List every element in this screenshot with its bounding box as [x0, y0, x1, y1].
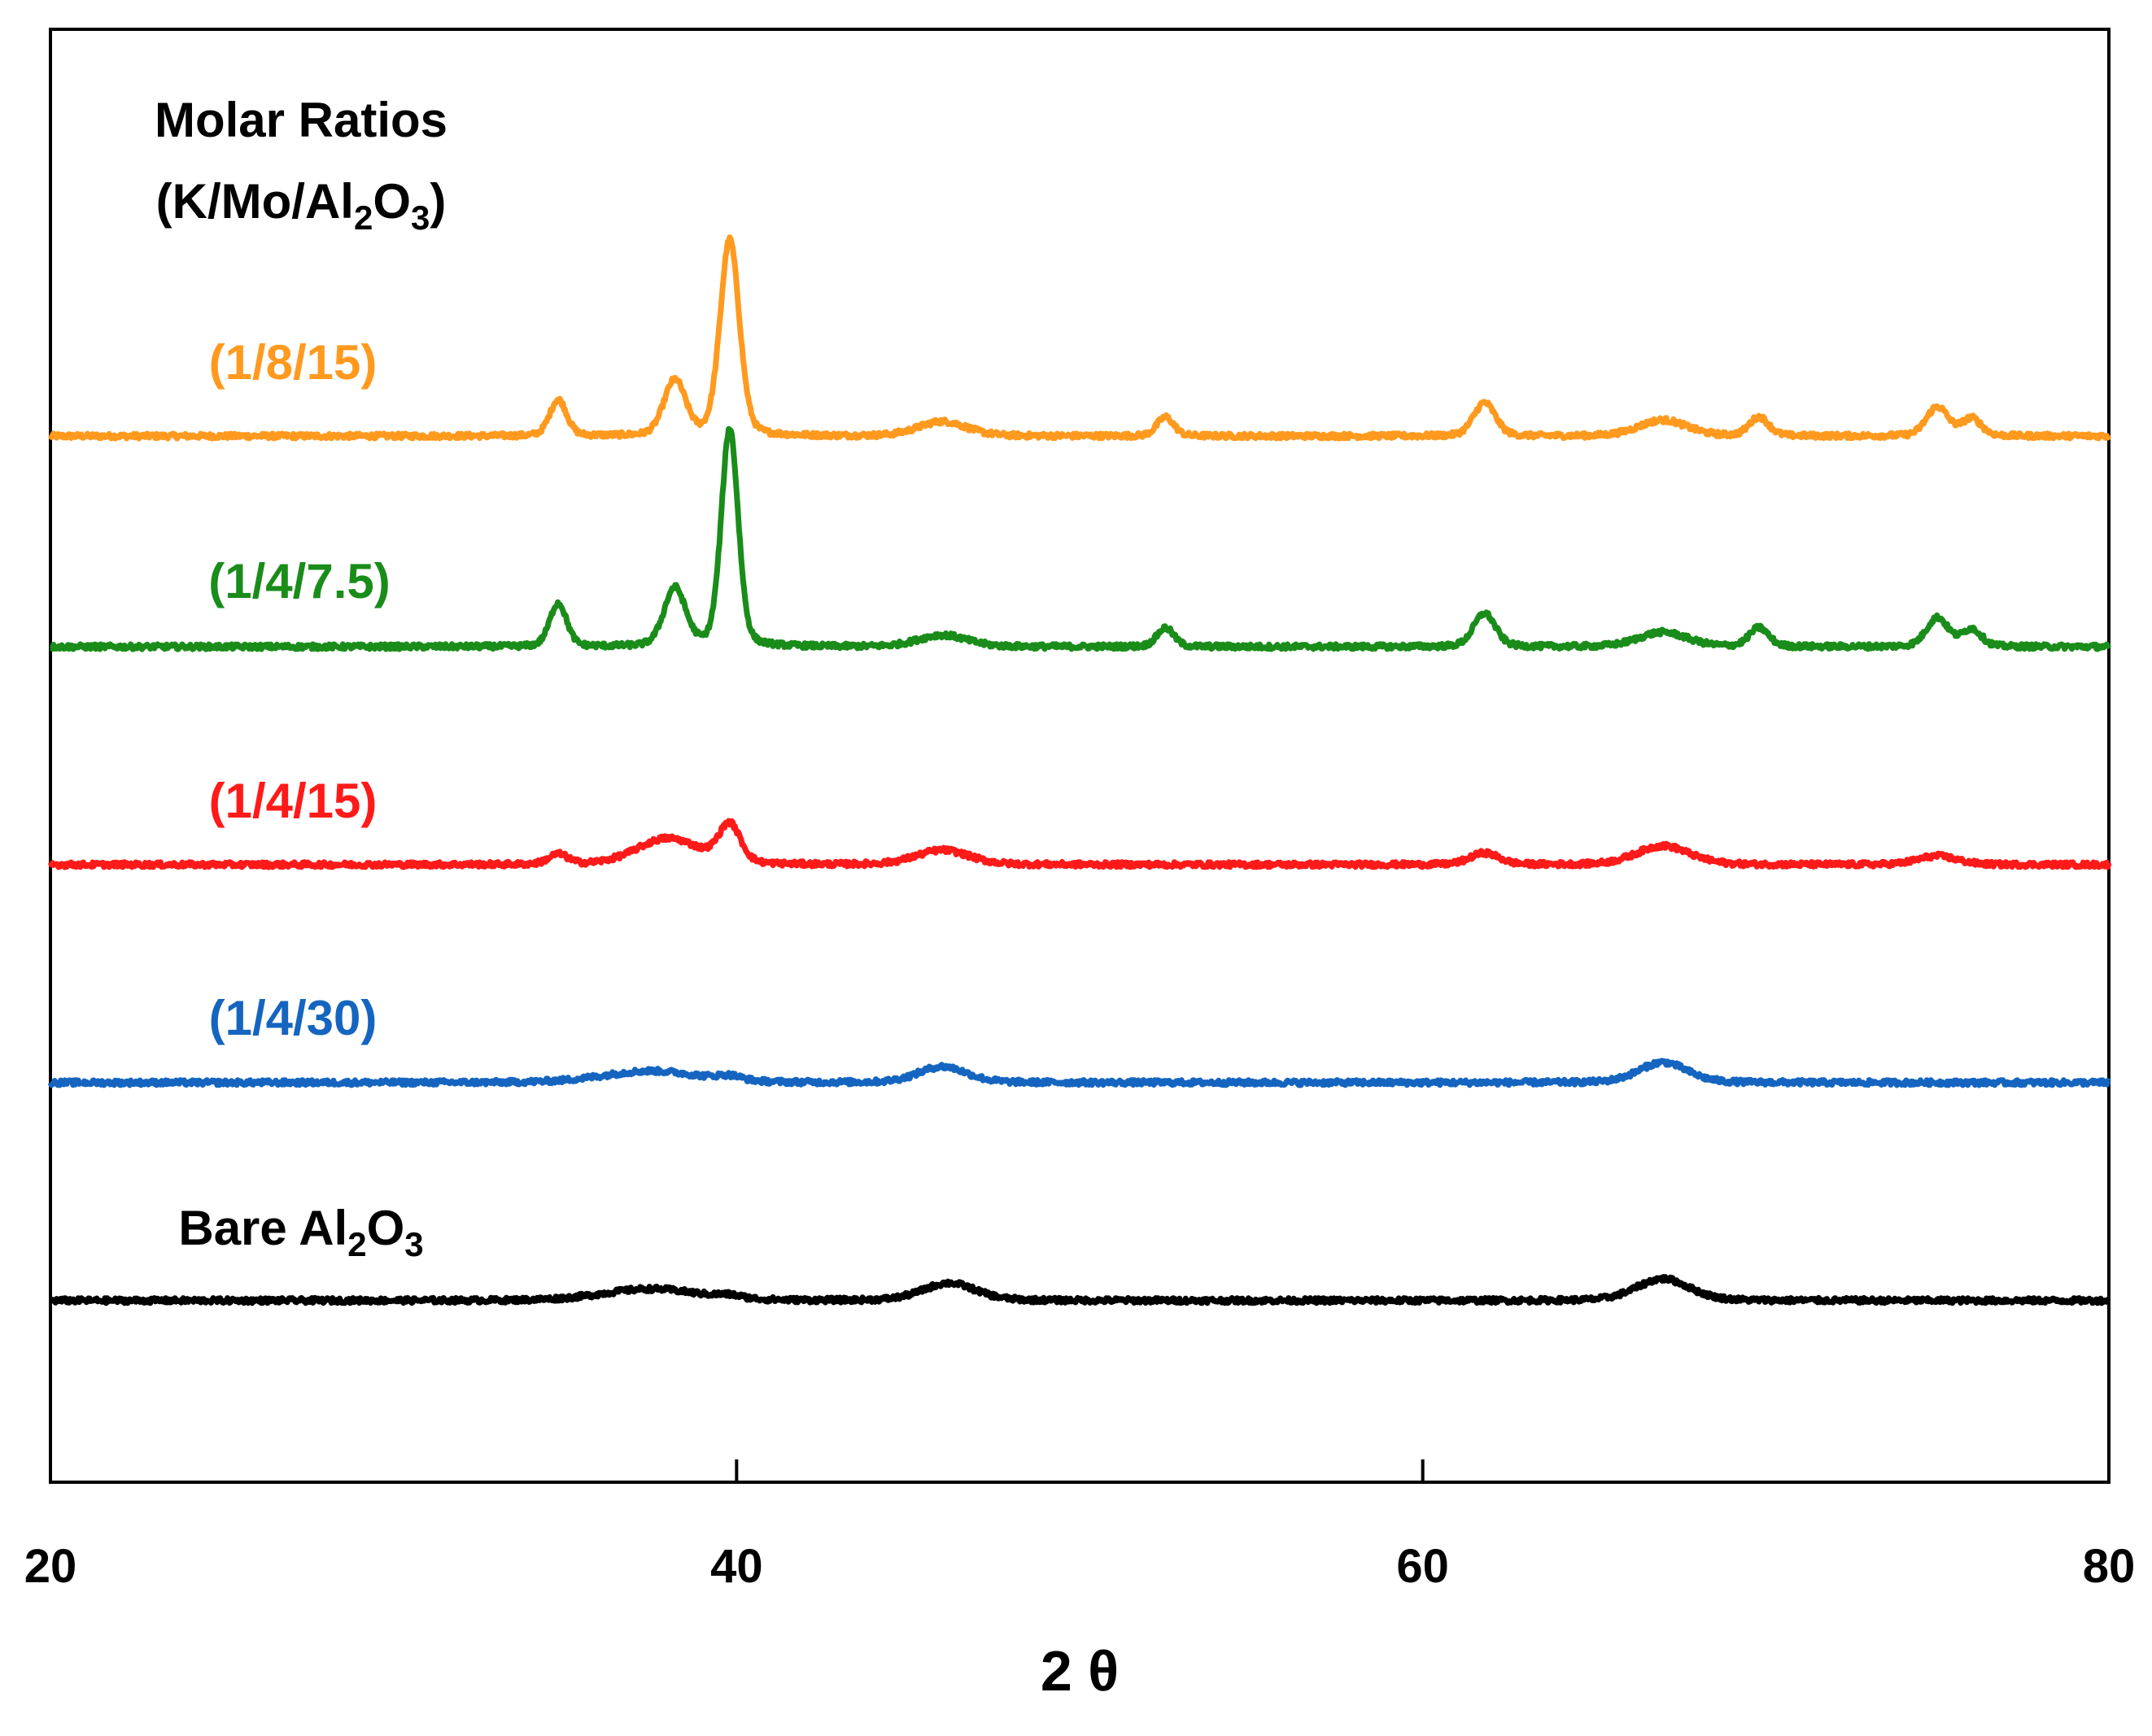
- series-line: [48, 425, 2111, 652]
- legend-title-suffix: ): [430, 174, 446, 229]
- legend-title-sub1: 2: [354, 198, 373, 237]
- legend-title-line1: Molar Ratios: [155, 93, 447, 147]
- legend-title-line2: (K/Mo/Al2O3): [156, 174, 447, 237]
- series-label-1-8-15: (1/8/15): [209, 335, 378, 390]
- plot-frame: [49, 28, 2111, 1484]
- legend-title-mid: O: [373, 174, 411, 229]
- x-tick-label: 20: [24, 1540, 77, 1593]
- x-ticks: [49, 1459, 2111, 1482]
- legend-title-sub2: 3: [411, 198, 430, 237]
- legend-title-prefix: (K/Mo/Al: [156, 174, 354, 229]
- series-layer: [47, 234, 2112, 1306]
- x-axis-title: 2 θ: [1041, 1639, 1119, 1703]
- x-tick-label: 60: [1396, 1540, 1449, 1593]
- series-line: [47, 234, 2112, 442]
- bare-label-sub2: 3: [404, 1225, 423, 1263]
- x-tick-label: 80: [2083, 1540, 2136, 1593]
- bare-label-mid: O: [367, 1201, 405, 1255]
- series-line: [47, 1058, 2111, 1088]
- series-line: [47, 818, 2112, 870]
- series-label-1-4-7-5: (1/4/7.5): [208, 554, 390, 608]
- bare-label-sub1: 2: [347, 1225, 366, 1263]
- bare-label-prefix: Bare Al: [178, 1201, 347, 1255]
- series-label-1-4-15: (1/4/15): [209, 774, 378, 828]
- series-label-bare-al2o3: Bare Al2O3: [178, 1201, 423, 1263]
- x-tick-label: 40: [710, 1540, 763, 1593]
- series-line: [48, 1274, 2111, 1306]
- series-label-1-4-30: (1/4/30): [209, 991, 378, 1045]
